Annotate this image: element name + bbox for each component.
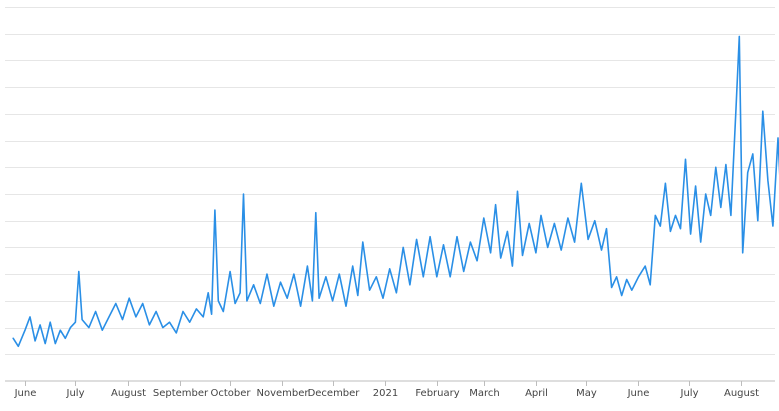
x-tick-label-5: November <box>256 388 309 399</box>
x-tick-label-11: May <box>576 388 597 399</box>
x-tick-label-1: July <box>66 388 85 399</box>
gridlines <box>5 7 775 355</box>
x-tick-label-14: August <box>724 388 759 399</box>
series-group <box>12 35 779 348</box>
x-tick-label-10: April <box>525 388 548 399</box>
x-axis-ticks <box>25 381 742 386</box>
x-tick-label-0: June <box>14 388 37 399</box>
x-tick-label-3: September <box>153 388 209 399</box>
x-tick-label-8: February <box>415 388 459 399</box>
x-tick-label-7: 2021 <box>373 388 398 399</box>
series-line-0 <box>12 35 779 348</box>
x-tick-label-12: June <box>627 388 650 399</box>
x-tick-label-4: October <box>210 388 251 399</box>
x-tick-label-6: December <box>308 388 361 399</box>
x-axis-labels: June July August September October November De… <box>14 388 759 399</box>
x-tick-label-2: August <box>111 388 146 399</box>
x-tick-label-9: March <box>469 388 499 399</box>
x-tick-label-13: July <box>680 388 699 399</box>
